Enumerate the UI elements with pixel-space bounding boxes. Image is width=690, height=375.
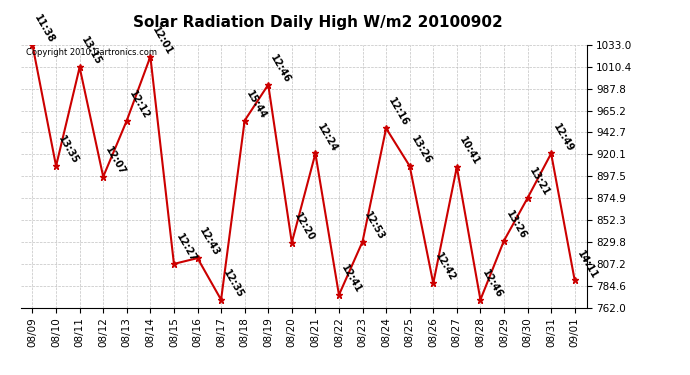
Text: 12:41: 12:41	[339, 263, 363, 295]
Text: 10:41: 10:41	[457, 135, 481, 167]
Text: 12:07: 12:07	[104, 145, 128, 177]
Text: 12:43: 12:43	[197, 226, 221, 258]
Text: Solar Radiation Daily High W/m2 20100902: Solar Radiation Daily High W/m2 20100902	[132, 15, 502, 30]
Text: 13:26: 13:26	[504, 209, 528, 241]
Text: 12:24: 12:24	[315, 122, 339, 153]
Text: 13:26: 13:26	[410, 134, 434, 166]
Text: 12:49: 12:49	[551, 122, 575, 153]
Text: 12:46: 12:46	[480, 268, 504, 300]
Text: Copyright 2010 Cartronics.com: Copyright 2010 Cartronics.com	[26, 48, 157, 57]
Text: 13:15: 13:15	[79, 35, 104, 67]
Text: 12:42: 12:42	[433, 251, 457, 283]
Text: 12:12: 12:12	[127, 89, 151, 120]
Text: 12:53: 12:53	[362, 210, 386, 242]
Text: 13:21: 13:21	[528, 166, 552, 198]
Text: 11:38: 11:38	[32, 13, 57, 45]
Text: 13:35: 13:35	[56, 134, 80, 166]
Text: 12:35: 12:35	[221, 268, 245, 300]
Text: 14:11: 14:11	[575, 249, 599, 280]
Text: 12:46: 12:46	[268, 53, 293, 85]
Text: 12:27: 12:27	[174, 232, 198, 264]
Text: 15:44: 15:44	[245, 89, 269, 120]
Text: 12:01: 12:01	[150, 25, 175, 57]
Text: 12:16: 12:16	[386, 96, 411, 128]
Text: 12:20: 12:20	[292, 211, 316, 243]
